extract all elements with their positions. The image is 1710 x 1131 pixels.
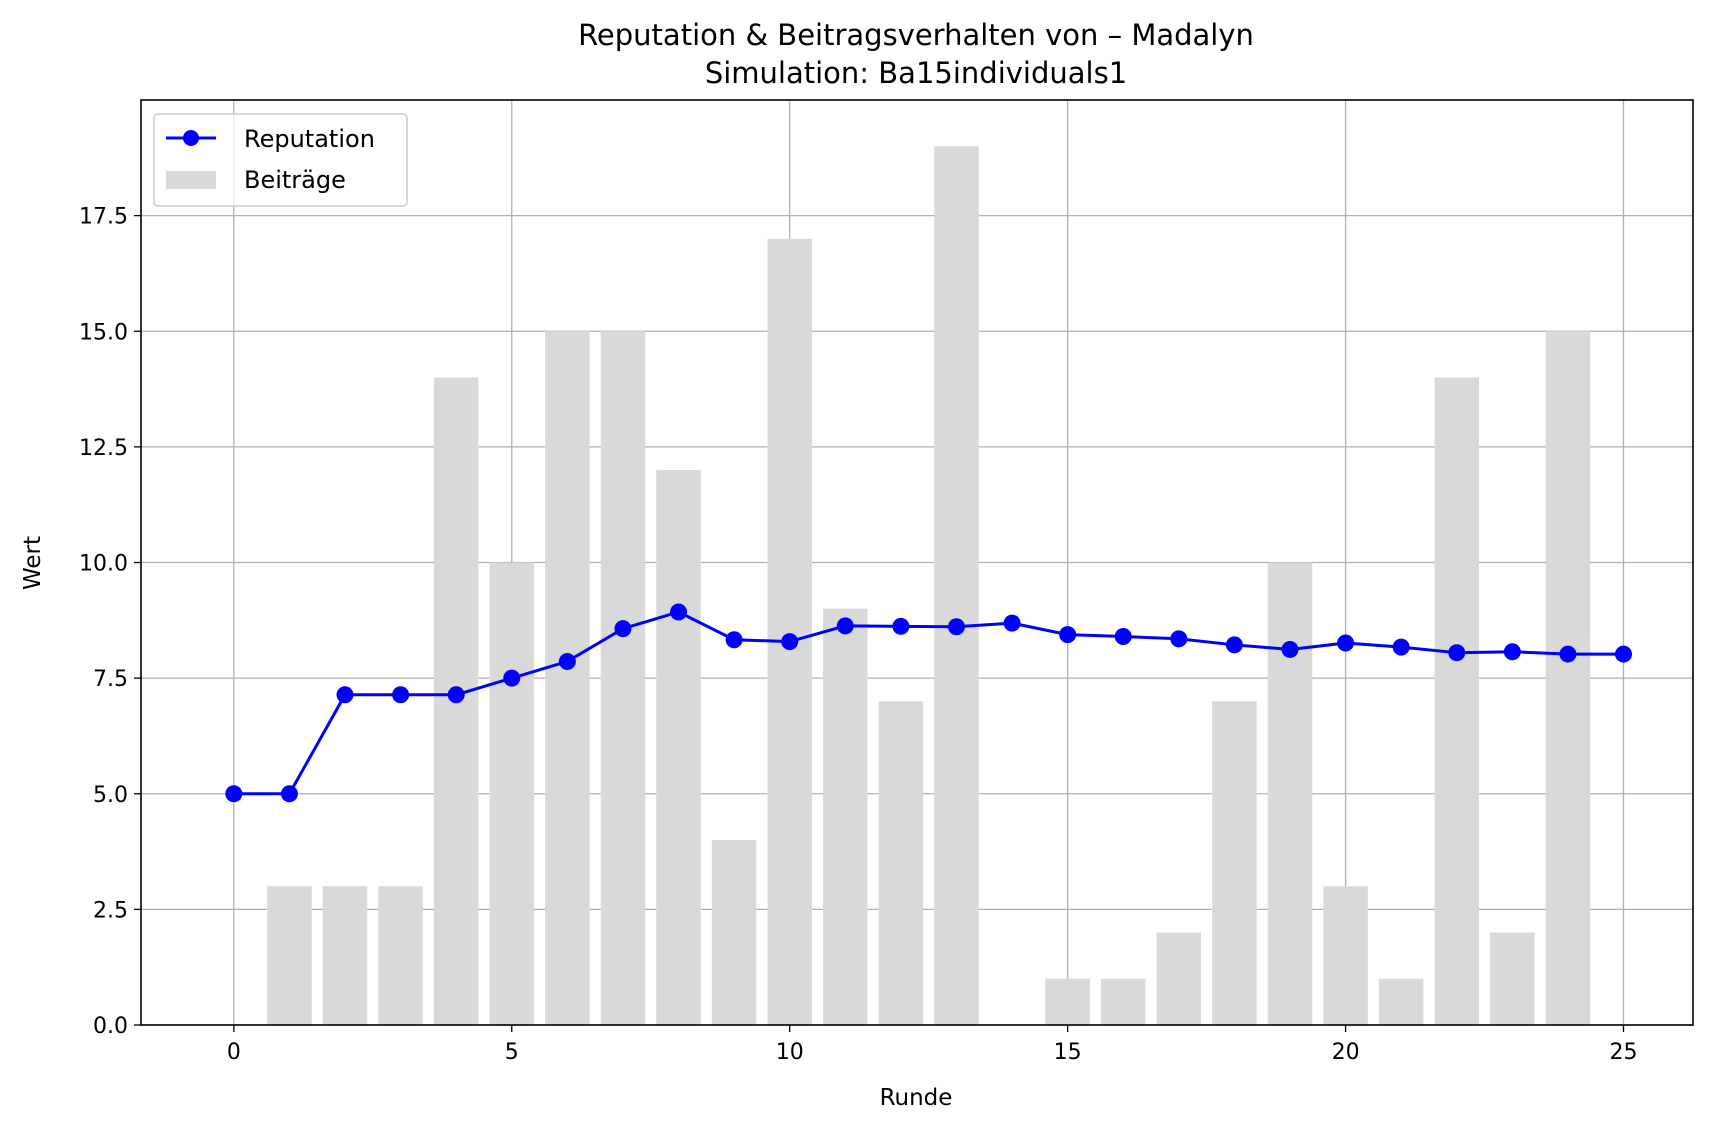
reputation-point [280, 785, 298, 803]
x-axis-ticks: 0 5 10 15 20 25 [227, 1025, 1638, 1065]
bar-beitraege [1323, 886, 1368, 1025]
reputation-point [336, 686, 354, 704]
bar-beitraege [1378, 978, 1424, 1025]
x-axis-label: Runde [880, 1085, 953, 1111]
bar-beitraege [322, 886, 368, 1025]
bar-beitraege [545, 331, 590, 1025]
bar-beitraege [1434, 377, 1479, 1025]
reputation-point [1170, 630, 1188, 648]
reputation-point [1225, 636, 1243, 654]
y-tick-label: 12.5 [79, 436, 128, 461]
bar-beitraege [656, 470, 701, 1025]
bar-beitraege [767, 238, 812, 1025]
bar-beitraege [711, 840, 757, 1025]
y-tick-label: 17.5 [79, 205, 128, 230]
bars-beitraege [267, 146, 1591, 1025]
bar-beitraege [1212, 701, 1257, 1025]
bar-beitraege [823, 608, 868, 1025]
bar-beitraege [600, 331, 646, 1025]
reputation-point [1448, 644, 1466, 662]
y-axis-ticks: 0.0 2.5 5.0 7.5 10.0 12.5 15.0 17.5 [79, 205, 141, 1039]
reputation-point [781, 633, 799, 651]
reputation-point [836, 617, 854, 635]
reputation-point [1559, 645, 1577, 663]
bar-beitraege [1045, 978, 1090, 1025]
y-tick-label: 15.0 [79, 320, 128, 345]
bar-beitraege [1100, 978, 1146, 1025]
x-tick-label: 25 [1610, 1040, 1638, 1065]
y-axis-label: Wert [20, 536, 46, 590]
reputation-point [503, 669, 521, 687]
reputation-point [1337, 634, 1355, 652]
x-tick-label: 20 [1332, 1040, 1360, 1065]
legend-beitraege-swatch [166, 171, 216, 189]
y-tick-label: 5.0 [93, 783, 128, 808]
line-reputation [225, 603, 1633, 803]
legend-box [153, 113, 408, 207]
legend: Reputation Beiträge [153, 113, 408, 207]
chart-title: Reputation & Beitragsverhalten von – Mad… [578, 18, 1254, 52]
reputation-point [1281, 640, 1299, 658]
reputation-point [670, 603, 688, 621]
bar-beitraege [1267, 562, 1313, 1025]
bar-beitraege [489, 562, 535, 1025]
reputation-point [1615, 645, 1633, 663]
reputation-point [892, 617, 910, 635]
y-tick-label: 7.5 [93, 667, 128, 692]
x-tick-label: 5 [505, 1040, 519, 1065]
reputation-point [225, 785, 243, 803]
reputation-point [1392, 638, 1410, 656]
reputation-point [558, 652, 576, 670]
bar-beitraege [878, 701, 924, 1025]
bar-beitraege [1156, 932, 1202, 1025]
y-tick-label: 2.5 [93, 898, 128, 923]
reputation-point [1503, 643, 1521, 661]
x-tick-label: 10 [776, 1040, 804, 1065]
reputation-point [725, 631, 743, 649]
x-tick-label: 0 [227, 1040, 241, 1065]
bar-beitraege [1545, 331, 1591, 1025]
reputation-point [1059, 626, 1077, 644]
reputation-line-path [233, 610, 1624, 796]
bar-beitraege [1490, 932, 1535, 1025]
chart-subtitle: Simulation: Ba15individuals1 [705, 56, 1127, 90]
reputation-point [614, 620, 632, 638]
y-tick-label: 0.0 [93, 1014, 128, 1039]
reputation-point [392, 686, 410, 704]
reputation-point [947, 618, 965, 636]
legend-beitraege-label: Beiträge [244, 166, 346, 194]
reputation-point [447, 686, 465, 704]
x-tick-label: 15 [1054, 1040, 1082, 1065]
bar-beitraege [267, 886, 312, 1025]
bar-beitraege [934, 146, 979, 1025]
legend-reputation-marker [183, 130, 199, 146]
plot-frame [140, 99, 1694, 1026]
y-tick-label: 10.0 [79, 552, 128, 577]
reputation-point [1114, 628, 1132, 645]
bar-beitraege [378, 886, 423, 1025]
reputation-point [1003, 614, 1021, 632]
legend-reputation-label: Reputation [244, 125, 375, 153]
